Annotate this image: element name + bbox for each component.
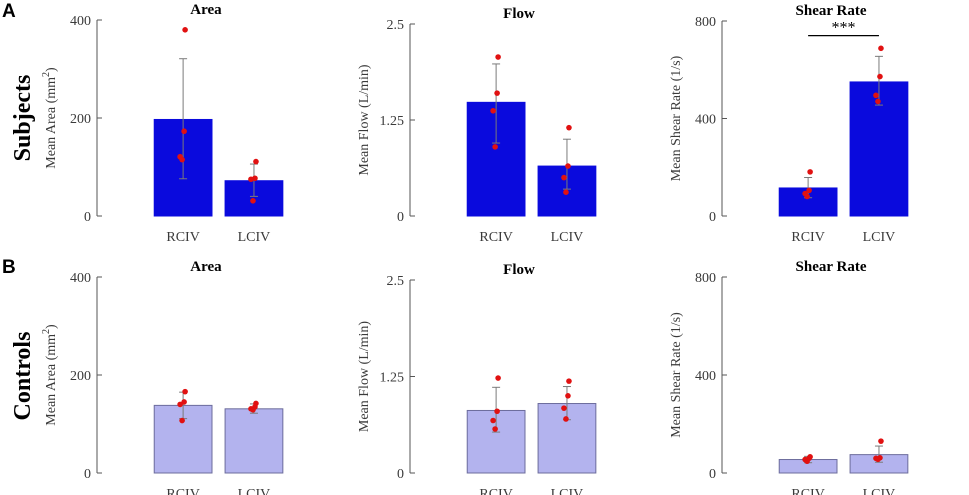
x-tick-label-lciv: LCIV (238, 230, 271, 245)
data-point (495, 375, 501, 381)
data-point (248, 176, 254, 183)
row-label-controls: Controls (10, 332, 36, 421)
data-point (561, 174, 567, 181)
chart-subjects-flow: Flow 0 1.25 2.5 Mean Flow (L/min) RCIV LCIV (357, 6, 597, 245)
bar-lciv (224, 408, 284, 474)
data-point (250, 198, 256, 204)
data-point (494, 408, 500, 415)
x-tick-label-rciv: RCIV (791, 487, 824, 495)
data-point (250, 406, 256, 413)
y-tick-label: 2.5 (387, 18, 405, 33)
y-tick-label: 1.25 (380, 114, 405, 129)
y-axis-label-superscript: 2 (41, 329, 52, 334)
panel-letter-b: B (2, 257, 16, 278)
data-point (566, 124, 572, 131)
data-point (179, 156, 185, 163)
data-point (563, 189, 569, 195)
data-point (807, 169, 813, 175)
data-point (565, 393, 571, 399)
data-point (873, 92, 879, 99)
y-tick-label: 200 (70, 112, 91, 127)
data-point (804, 458, 810, 465)
data-point (806, 187, 812, 194)
x-tick-label-rciv: RCIV (479, 487, 512, 495)
data-point (494, 90, 500, 96)
y-tick-label: 0 (84, 467, 91, 482)
data-point (492, 144, 498, 150)
x-tick-label-lciv: LCIV (551, 230, 584, 245)
data-point (877, 73, 883, 80)
data-point (878, 438, 884, 444)
x-tick-label-rciv: RCIV (791, 230, 824, 245)
y-axis-label: Mean Flow (L/min) (357, 321, 372, 433)
data-point (182, 388, 188, 395)
chart-title: Flow (503, 262, 535, 278)
y-tick-label: 400 (70, 271, 91, 286)
y-tick-label: 0 (397, 210, 404, 225)
y-tick-label: 200 (70, 369, 91, 384)
chart-title: Flow (503, 6, 535, 22)
chart-controls-shear: Shear Rate 0 400 800 Mean Shear Rate (1/s) RC… (669, 259, 909, 495)
data-point (181, 399, 187, 405)
y-tick-label: 400 (695, 113, 716, 128)
data-point (875, 456, 881, 463)
y-tick-label: 800 (695, 271, 716, 286)
chart-title: Area (190, 2, 222, 18)
data-point (177, 401, 183, 408)
data-point (182, 27, 188, 33)
chart-title: Shear Rate (796, 3, 867, 19)
data-point (490, 107, 496, 114)
data-point (490, 417, 496, 424)
y-tick-label: 400 (695, 369, 716, 384)
data-point (563, 416, 569, 422)
y-tick-label: 400 (70, 14, 91, 29)
data-point (804, 193, 810, 200)
chart-title: Shear Rate (796, 259, 867, 275)
y-axis-label-superscript: 2 (41, 72, 52, 77)
y-tick-label: 2.5 (387, 274, 405, 289)
significance-label: *** (832, 20, 856, 37)
y-axis-label: Mean Area (mm2) (41, 324, 59, 426)
y-axis-label: Mean Area (mm2) (41, 67, 59, 169)
data-point (181, 128, 187, 135)
row-label-subjects: Subjects (10, 75, 36, 162)
y-axis-label: Mean Shear Rate (1/s) (669, 55, 684, 181)
x-tick-label-lciv: LCIV (238, 487, 271, 495)
y-axis-label-tail: ) (44, 324, 59, 329)
panel-letter-a: A (2, 1, 16, 22)
y-tick-label: 0 (709, 210, 716, 225)
y-tick-label: 0 (709, 467, 716, 482)
data-point (495, 54, 501, 60)
x-tick-label-rciv: RCIV (166, 487, 199, 495)
y-tick-label: 1.25 (380, 371, 405, 386)
chart-subjects-area: Area 0 200 400 Mean Area (mm2) RCIV LCIV (41, 2, 284, 245)
data-point (566, 378, 572, 384)
y-axis-label: Mean Flow (L/min) (357, 64, 372, 176)
x-tick-label-rciv: RCIV (479, 230, 512, 245)
data-point (561, 405, 567, 411)
data-point (492, 426, 498, 432)
data-point (179, 417, 185, 424)
y-tick-label: 0 (397, 467, 404, 482)
data-point (253, 158, 259, 165)
data-point (875, 98, 881, 105)
y-tick-label: 0 (84, 210, 91, 225)
data-point (565, 163, 571, 169)
chart-subjects-shear: Shear Rate 0 400 800 Mean Shear Rate (1/s) RC… (669, 3, 909, 245)
y-axis-label-tail: ) (44, 67, 59, 72)
data-point (878, 45, 884, 52)
y-tick-label: 800 (695, 15, 716, 30)
x-tick-label-lciv: LCIV (863, 487, 896, 495)
chart-title: Area (190, 259, 222, 275)
y-axis-label: Mean Shear Rate (1/s) (669, 312, 684, 438)
x-tick-label-lciv: LCIV (863, 230, 896, 245)
chart-controls-flow: Flow 0 1.25 2.5 Mean Flow (L/min) RCIV LCIV (357, 262, 597, 495)
x-tick-label-lciv: LCIV (551, 487, 584, 495)
x-tick-label-rciv: RCIV (166, 230, 199, 245)
chart-controls-area: Area 0 200 400 Mean Area (mm2) RCIV LCIV (41, 259, 284, 495)
